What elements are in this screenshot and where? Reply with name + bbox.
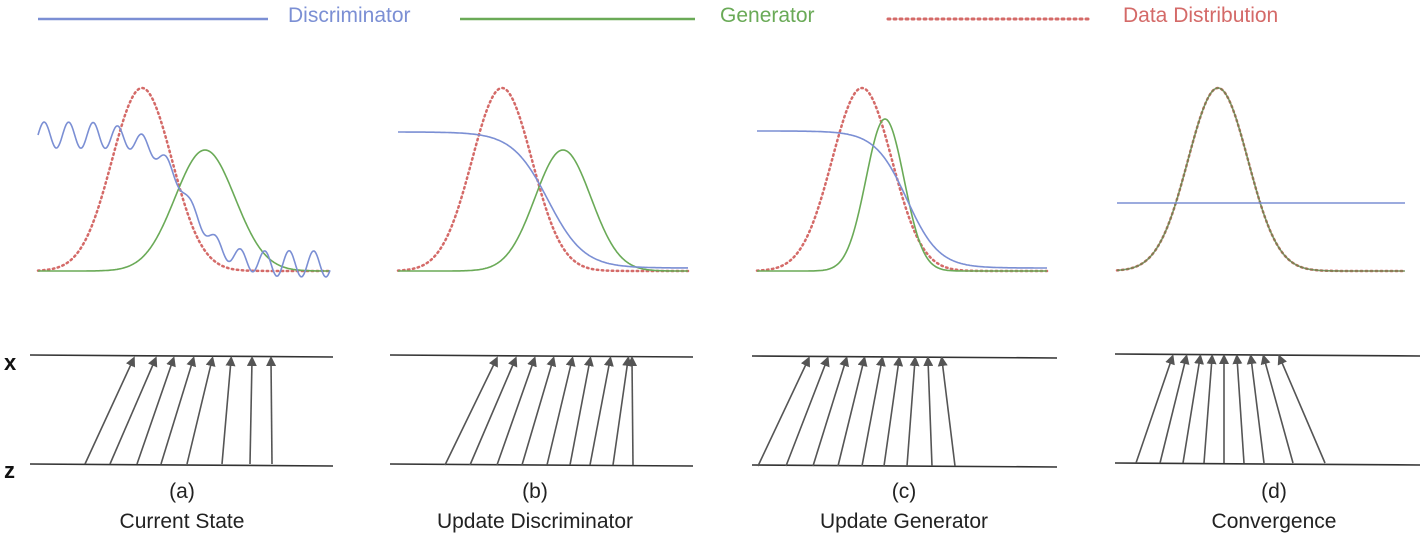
mapping-arrows xyxy=(757,356,956,467)
panel-title: Current State xyxy=(120,510,245,533)
panel-letter: (b) xyxy=(522,480,548,503)
generator-curve xyxy=(398,149,688,272)
legend: Discriminator Generator Data Distributio… xyxy=(38,4,1278,27)
x-line xyxy=(1114,353,1421,357)
mapping-arrow xyxy=(469,356,518,466)
discriminator-curve xyxy=(37,121,331,278)
mapping-arrow xyxy=(1203,354,1217,464)
mapping-arrow xyxy=(923,356,934,467)
mapping-arrow xyxy=(812,356,849,467)
mapping-arrow xyxy=(1260,354,1294,464)
z-line xyxy=(751,464,1058,468)
z-line xyxy=(29,463,334,467)
panel-update-generator: (c) Update Generator xyxy=(751,86,1058,533)
mapping-arrow xyxy=(1232,354,1245,464)
mapping-arrow xyxy=(136,356,176,465)
discriminator-curve xyxy=(398,131,688,269)
data-distribution-curve xyxy=(755,86,1049,273)
panel-letter: (a) xyxy=(169,480,195,503)
data-distribution-curve xyxy=(396,86,690,273)
generator-curve xyxy=(757,118,1047,272)
generator-curve xyxy=(1116,87,1405,272)
discriminator-curve xyxy=(757,130,1047,269)
mapping-arrow xyxy=(627,356,638,466)
generator-curve xyxy=(38,149,330,272)
mapping-arrow xyxy=(937,356,956,467)
mapping-arrows xyxy=(1135,354,1326,464)
mapping-arrow xyxy=(266,356,277,465)
mapping-arrow xyxy=(1159,354,1190,464)
x-line xyxy=(29,354,334,358)
mapping-arrows xyxy=(84,356,277,465)
mapping-arrow xyxy=(496,356,537,466)
mapping-arrow xyxy=(906,356,920,467)
x-line xyxy=(751,355,1058,359)
panel-title: Update Generator xyxy=(820,510,988,533)
panel-letter: (d) xyxy=(1261,480,1287,503)
panel-current-state: (a) Current State xyxy=(29,86,334,533)
mapping-arrow xyxy=(221,356,236,465)
panel-title: Convergence xyxy=(1212,510,1337,533)
panel-update-discriminator: (b) Update Discriminator xyxy=(389,86,694,533)
panel-title: Update Discriminator xyxy=(437,510,633,533)
mapping-arrow xyxy=(521,356,557,466)
mapping-arrow xyxy=(546,356,576,466)
mapping-arrow xyxy=(837,356,868,467)
mapping-arrow xyxy=(1246,354,1265,464)
mapping-arrow xyxy=(1135,354,1175,464)
mapping-arrow xyxy=(1277,354,1326,464)
mapping-arrow xyxy=(246,356,257,465)
mapping-arrow xyxy=(160,356,197,465)
data-distribution-curve xyxy=(36,86,332,273)
legend-label-data-distribution: Data Distribution xyxy=(1123,4,1278,27)
panel-letter: (c) xyxy=(892,480,917,503)
mapping-arrow xyxy=(569,356,594,466)
z-axis-label: z xyxy=(4,458,15,483)
mapping-arrow xyxy=(444,356,498,466)
mapping-arrow xyxy=(84,356,136,465)
legend-label-generator: Generator xyxy=(720,4,815,27)
mapping-arrow xyxy=(785,356,830,467)
z-line xyxy=(1114,462,1421,466)
mapping-arrows xyxy=(444,356,638,466)
mapping-arrow xyxy=(109,356,158,465)
x-line xyxy=(389,354,694,358)
z-line xyxy=(389,463,694,467)
mapping-arrow xyxy=(883,356,904,467)
mapping-arrow xyxy=(757,356,810,467)
panel-convergence: (d) Convergence xyxy=(1114,86,1421,533)
mapping-arrow xyxy=(612,356,633,466)
mapping-arrow xyxy=(589,356,614,466)
mapping-arrow xyxy=(186,356,216,465)
mapping-arrow xyxy=(1182,354,1204,464)
x-axis-label: x xyxy=(4,350,17,375)
mapping-arrow xyxy=(861,356,886,467)
legend-label-discriminator: Discriminator xyxy=(288,4,411,27)
